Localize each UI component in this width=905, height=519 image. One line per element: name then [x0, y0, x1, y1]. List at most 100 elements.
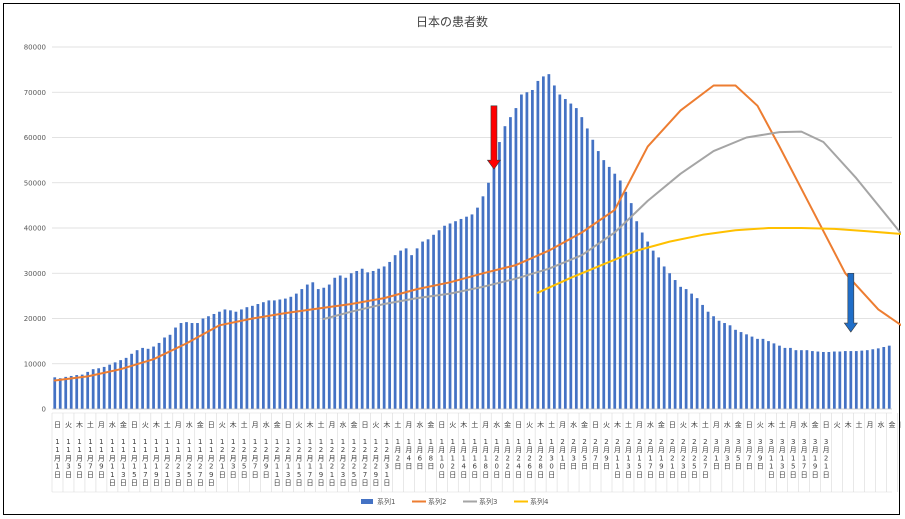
chart-svg: 日本の患者数 0 10000 20000 30000 40000 50000 60000 70…	[24, 14, 901, 506]
bar	[80, 374, 84, 409]
x-weekday-label: 金	[735, 420, 742, 429]
bar	[580, 117, 584, 409]
x-weekday-label: 火	[372, 421, 379, 429]
bar	[267, 300, 271, 409]
x-weekday-label: 木	[691, 420, 698, 429]
x-weekday-label: 月	[175, 421, 182, 429]
bar	[245, 307, 249, 409]
bar	[690, 293, 693, 409]
y-tick-label: 10000	[24, 360, 46, 368]
bar	[108, 364, 112, 409]
x-weekday-label: 日	[285, 421, 292, 429]
bar	[146, 348, 150, 409]
legend-swatch	[361, 499, 373, 504]
bar	[865, 350, 869, 409]
bar	[816, 351, 820, 409]
legend: 系列1 系列2 系列3 系列4	[361, 497, 549, 506]
x-weekday-label: 金	[197, 420, 204, 429]
bar	[525, 92, 529, 409]
x-weekday-label: 月	[482, 421, 489, 429]
bar-layer	[53, 74, 891, 410]
bar	[800, 350, 803, 409]
bar	[745, 334, 748, 409]
annotation-arrow	[843, 272, 858, 333]
bar	[876, 348, 880, 409]
bar	[305, 284, 309, 409]
x-weekday-label: 水	[724, 420, 731, 429]
bar	[558, 94, 562, 409]
x-weekday-label: 水	[878, 420, 885, 429]
x-weekday-label: 月	[790, 421, 797, 429]
bar	[778, 345, 781, 409]
x-weekday-label: 金	[427, 420, 434, 429]
bar	[805, 350, 809, 409]
bar	[388, 261, 392, 409]
bar	[871, 349, 875, 409]
bar	[360, 268, 364, 409]
x-weekday-label: 日	[823, 421, 830, 429]
x-weekday-label: 水	[186, 420, 193, 429]
bar	[585, 128, 589, 409]
series-line	[322, 130, 901, 320]
bar	[646, 241, 650, 409]
bar	[618, 180, 622, 409]
bar	[344, 277, 348, 409]
x-weekday-label: 金	[658, 420, 665, 429]
bar	[673, 280, 677, 409]
bar	[437, 230, 441, 409]
x-weekday-label: 水	[801, 420, 808, 429]
bar	[481, 196, 485, 409]
x-weekday-label: 土	[394, 420, 401, 429]
bar	[470, 214, 474, 409]
bar	[432, 234, 435, 409]
bar	[662, 266, 666, 409]
bar	[734, 329, 737, 409]
bar	[256, 304, 260, 409]
bar	[459, 218, 463, 409]
bar	[174, 327, 177, 409]
bar	[157, 342, 161, 409]
x-weekday-label: 火	[65, 421, 72, 429]
bar	[196, 323, 199, 409]
bar	[316, 289, 320, 409]
x-weekday-label: 火	[142, 421, 149, 429]
bar	[262, 302, 265, 409]
y-tick-label: 0	[42, 406, 46, 414]
bar	[695, 298, 699, 409]
bar	[728, 325, 732, 409]
x-weekday-label: 土	[87, 420, 94, 429]
bar	[64, 376, 68, 409]
bar	[783, 347, 787, 409]
bar	[69, 375, 73, 409]
bar	[377, 268, 381, 409]
y-tick-label: 30000	[24, 270, 46, 278]
legend-label: 系列2	[428, 497, 446, 506]
x-weekday-label: 水	[493, 420, 500, 429]
bar	[207, 316, 210, 409]
bar	[723, 323, 726, 409]
bar	[624, 191, 628, 409]
bar	[454, 221, 457, 409]
bar	[811, 351, 814, 409]
x-weekday-label: 水	[416, 420, 423, 429]
bar	[251, 305, 254, 409]
